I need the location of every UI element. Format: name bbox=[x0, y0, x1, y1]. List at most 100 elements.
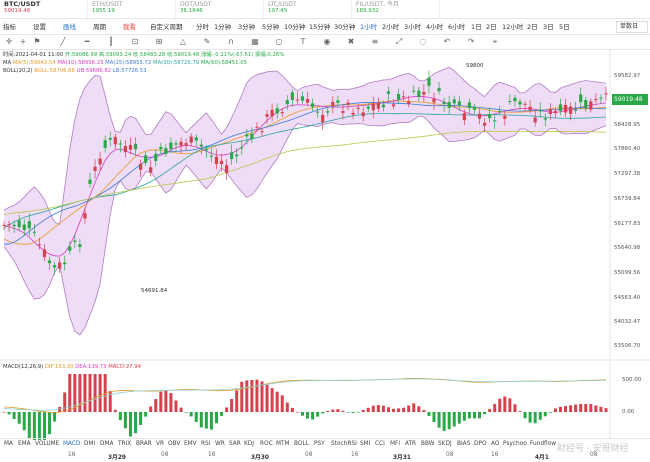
interval-5m[interactable]: 5分钟 bbox=[262, 23, 280, 31]
pin-icon[interactable]: ⌖ bbox=[492, 37, 498, 46]
indicator-sar[interactable]: SAR bbox=[229, 441, 241, 447]
indicator-vr[interactable]: VR bbox=[156, 441, 164, 447]
plus-icon[interactable]: + bbox=[19, 37, 27, 46]
layers-icon[interactable]: ≡ bbox=[371, 37, 379, 46]
indicator-rsi[interactable]: RSI bbox=[201, 441, 211, 447]
custom-period-button[interactable]: 自定义周期 bbox=[150, 23, 183, 31]
interval-30m[interactable]: 30分钟 bbox=[334, 23, 356, 31]
indicator-ao[interactable]: AO bbox=[491, 441, 500, 447]
indicator-brar[interactable]: BRAR bbox=[136, 441, 152, 447]
indicator-cci[interactable]: CCI bbox=[375, 441, 385, 447]
indicator-kdj[interactable]: KDJ bbox=[244, 441, 254, 447]
indicator-atr[interactable]: ATR bbox=[405, 441, 417, 447]
indicator-ema[interactable]: EMA bbox=[18, 441, 31, 447]
interval-1d[interactable]: 1日 bbox=[471, 23, 482, 31]
interval-1m[interactable]: 1分钟 bbox=[214, 23, 232, 31]
macd-bar bbox=[553, 408, 557, 412]
indicator-wr[interactable]: WR bbox=[215, 441, 225, 447]
triangle-icon[interactable]: △ bbox=[179, 37, 187, 46]
interval-3d[interactable]: 3日 bbox=[543, 23, 554, 31]
indicator-dpo[interactable]: DPO bbox=[474, 441, 487, 447]
indicator-emv[interactable]: EMV bbox=[184, 441, 197, 447]
indicator-boll[interactable]: BOLL bbox=[294, 441, 309, 447]
candle-body bbox=[12, 224, 16, 227]
interval-2d[interactable]: 2日 bbox=[486, 23, 497, 31]
indicator-bbw[interactable]: BBW bbox=[421, 441, 435, 447]
tab-btc[interactable]: BTC/USDT 59019.48 bbox=[0, 0, 88, 18]
interval-6h[interactable]: 6小时 bbox=[448, 23, 466, 31]
interval-15m[interactable]: 15分钟 bbox=[309, 23, 331, 31]
trash-icon[interactable]: ✖ bbox=[347, 37, 355, 46]
indicator-ma[interactable]: MA bbox=[4, 441, 13, 447]
ruler-icon[interactable]: ⊞ bbox=[155, 37, 163, 46]
lasso-icon[interactable]: ◌ bbox=[419, 37, 427, 46]
tab-ltc[interactable]: LTC/USDT 197.45 bbox=[264, 0, 352, 18]
indicator-dmi[interactable]: DMI bbox=[84, 441, 96, 447]
undo-icon[interactable]: ↶ bbox=[443, 37, 451, 46]
indicator-mfi[interactable]: MFI bbox=[390, 441, 401, 447]
tab-dot[interactable]: DOT/USDT 36.1846 bbox=[176, 0, 264, 18]
candle-body bbox=[83, 213, 87, 219]
indicator-volume[interactable]: VOLUME bbox=[35, 441, 60, 447]
period-button[interactable]: 周期 bbox=[93, 23, 106, 31]
draw-line-button[interactable]: 画线 bbox=[63, 23, 76, 31]
indicator-roc[interactable]: ROC bbox=[260, 441, 273, 447]
interval-12h[interactable]: 12小时 bbox=[502, 23, 524, 31]
interval-1h[interactable]: 1小时 bbox=[360, 23, 378, 31]
interval-timeline[interactable]: 分时 bbox=[196, 23, 209, 31]
candle-body bbox=[73, 240, 77, 242]
indicator-macd[interactable]: MACD bbox=[63, 441, 81, 447]
interval-4h[interactable]: 4小时 bbox=[426, 23, 444, 31]
text-icon[interactable]: T bbox=[300, 37, 306, 46]
indicator-fundflow[interactable]: Fundflow bbox=[530, 441, 556, 447]
candle-body bbox=[42, 249, 47, 258]
interval-2d-b[interactable]: 2日 bbox=[527, 23, 538, 31]
lock-icon[interactable]: ⊡ bbox=[131, 37, 139, 46]
brush-icon[interactable]: ✎ bbox=[203, 37, 211, 46]
macd-bar bbox=[462, 412, 466, 421]
indicators-button[interactable]: 指标 bbox=[3, 23, 16, 31]
tab-fil[interactable]: FIL/USDT, 今月 189.932 bbox=[352, 0, 440, 18]
macd-axis-label: 500.00 bbox=[622, 377, 642, 383]
indicator-psy[interactable]: PSY bbox=[314, 441, 325, 447]
vline-icon[interactable]: ┃ bbox=[108, 37, 114, 46]
interval-3h[interactable]: 3小时 bbox=[404, 23, 422, 31]
indicator-bias[interactable]: BIAS bbox=[457, 441, 471, 447]
interval-10m[interactable]: 10分钟 bbox=[284, 23, 306, 31]
interval-3m[interactable]: 3分钟 bbox=[238, 23, 256, 31]
candle-body bbox=[508, 100, 512, 102]
indicator-skdj[interactable]: SKDJ bbox=[438, 441, 452, 447]
indicator-dma[interactable]: DMA bbox=[100, 441, 114, 447]
indicator-obv[interactable]: OBV bbox=[168, 441, 181, 447]
settings-button[interactable]: 设置 bbox=[33, 23, 46, 31]
flag-icon[interactable]: ⚑ bbox=[33, 37, 41, 46]
interval-5d[interactable]: 5日 bbox=[559, 23, 570, 31]
indicator-stochrsi[interactable]: StochRSI bbox=[331, 441, 357, 447]
macd-bar bbox=[366, 407, 370, 412]
expand-icon[interactable]: ⤢ bbox=[395, 37, 403, 46]
ma-line bbox=[3, 100, 607, 245]
crosshair-icon[interactable]: ✛ bbox=[5, 37, 13, 46]
magnet-icon[interactable]: ∩ bbox=[228, 37, 234, 46]
indicator-psychoo[interactable]: Psychoo bbox=[503, 441, 527, 447]
macd-bar bbox=[503, 396, 507, 412]
grid-icon[interactable]: ▦ bbox=[251, 37, 259, 46]
macd-bar bbox=[386, 407, 390, 412]
price-label: 58428.95 bbox=[614, 122, 641, 128]
indicator-smi[interactable]: SMI bbox=[360, 441, 371, 447]
redo-icon[interactable]: ↷ bbox=[467, 37, 475, 46]
candle-body bbox=[482, 122, 487, 126]
indicator-mtm[interactable]: MTM bbox=[276, 441, 290, 447]
interval-2h[interactable]: 2小时 bbox=[382, 23, 400, 31]
eye-icon[interactable]: ◉ bbox=[323, 37, 331, 46]
indicator-trix[interactable]: TRIX bbox=[118, 441, 132, 447]
timeframe-select[interactable]: 单数日 bbox=[616, 21, 648, 33]
hline-icon[interactable]: ━ bbox=[84, 37, 90, 46]
tab-eth[interactable]: ETH/USDT 1955.19 bbox=[88, 0, 176, 18]
price-label: 59582.97 bbox=[614, 73, 641, 79]
circle-icon[interactable]: ○ bbox=[275, 37, 283, 46]
line-icon[interactable]: ╱ bbox=[60, 37, 66, 46]
candle-body bbox=[462, 113, 466, 121]
watch-button[interactable]: 我看 bbox=[123, 23, 136, 31]
